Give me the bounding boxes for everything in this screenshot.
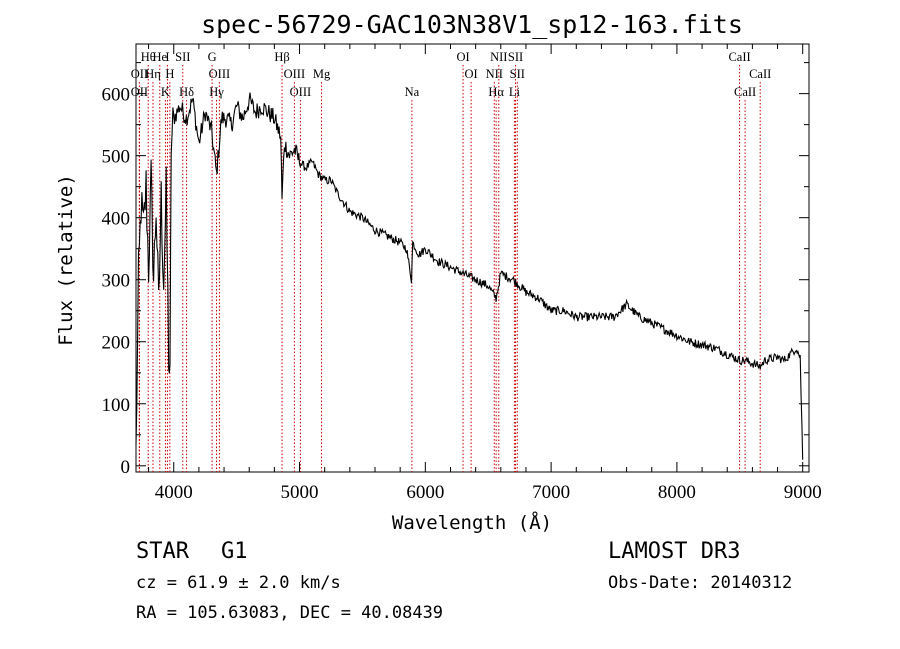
line-label: Hη — [145, 67, 161, 81]
object-class: STAR G1 — [136, 539, 247, 564]
x-tick-label: 4000 — [155, 482, 193, 503]
line-label: OI — [456, 50, 469, 64]
line-label: CaII — [749, 67, 771, 81]
y-axis-label: Flux (relative) — [55, 174, 77, 346]
line-label: OII — [131, 67, 148, 81]
x-axis-label: Wavelength (Å) — [392, 511, 552, 534]
y-tick-label: 200 — [102, 333, 131, 354]
x-tick-label: 8000 — [658, 482, 696, 503]
line-labels: Hθ OII OII He HηK IH Hδ SII OIII Hγ G OIII OIII Hβ Mg N… — [131, 50, 772, 99]
line-label: K — [161, 85, 170, 99]
obs-date-label: Obs-Date: 20140312 — [608, 573, 793, 593]
line-label: OIII — [284, 67, 306, 81]
line-label: CaII — [728, 50, 750, 64]
y-tick-label: 500 — [102, 147, 131, 168]
plot-frame — [135, 43, 810, 473]
redshift-label: cz = 61.9 ± 2.0 km/s — [136, 573, 341, 593]
line-label: Hδ — [179, 85, 194, 99]
line-label: G — [208, 50, 217, 64]
y-tick-label: 300 — [102, 271, 131, 292]
line-label: OI — [465, 67, 478, 81]
spectrum-line — [135, 92, 804, 460]
line-label: SII — [510, 67, 525, 81]
line-label: He — [152, 50, 167, 64]
y-tick-label: 0 — [121, 457, 131, 478]
line-label: Li — [509, 85, 521, 99]
x-tick-label: 6000 — [406, 482, 444, 503]
line-label: Na — [405, 85, 420, 99]
line-label: Hγ — [209, 85, 224, 99]
line-label: Mg — [313, 67, 331, 81]
class-label: STAR — [136, 539, 189, 564]
y-tick-label: 400 — [102, 209, 131, 230]
x-tick-label: 9000 — [784, 482, 822, 503]
line-label: CaII — [734, 85, 756, 99]
line-label: H — [165, 67, 174, 81]
x-tick-label: 5000 — [281, 482, 319, 503]
line-label: SII — [508, 50, 523, 64]
survey-label: LAMOST DR3 — [608, 539, 741, 564]
line-label: OII — [131, 85, 148, 99]
radec-label: RA = 105.63083, DEC = 40.08439 — [136, 603, 444, 623]
line-label: Hθ — [141, 50, 156, 64]
line-label: OIII — [209, 67, 231, 81]
y-tick-label: 600 — [102, 85, 131, 106]
x-tick-label: 7000 — [532, 482, 570, 503]
line-label: Hα — [488, 85, 504, 99]
line-label: OIII — [290, 85, 312, 99]
y-axis: 0 100 200 300 400 500 600 — [102, 62, 809, 478]
emission-lines — [138, 65, 761, 472]
x-axis: 4000 5000 6000 7000 8000 9000 — [148, 44, 822, 503]
line-label: I — [165, 50, 169, 64]
line-label: SII — [175, 50, 190, 64]
chart-title: spec-56729-GAC103N38V1_sp12-163.fits — [201, 10, 743, 39]
line-label: NII — [490, 50, 507, 64]
line-label: Hβ — [274, 50, 289, 64]
line-label: NII — [486, 67, 503, 81]
y-tick-label: 100 — [102, 395, 131, 416]
subclass-label: G1 — [220, 539, 248, 564]
